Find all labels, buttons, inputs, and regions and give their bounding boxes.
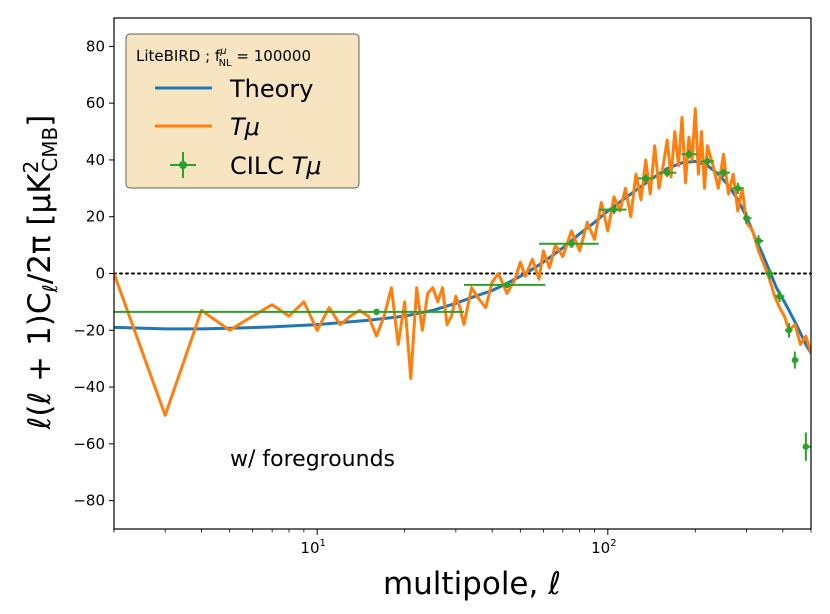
legend-theory-label: Theory bbox=[229, 75, 313, 103]
cilc-point bbox=[765, 267, 775, 280]
cilc-marker bbox=[802, 443, 810, 450]
series-lines bbox=[114, 107, 811, 417]
cilc-marker bbox=[373, 308, 380, 316]
cilc-marker bbox=[642, 175, 649, 182]
y-tick-label: −80 bbox=[73, 492, 105, 510]
cilc-points bbox=[114, 150, 811, 461]
cilc-marker bbox=[704, 158, 711, 165]
x-tick-label: 102 bbox=[591, 538, 616, 557]
legend-title: LiteBIRD ; fμ NL = 100000 bbox=[136, 46, 311, 69]
y-axis-label: ℓ(ℓ + 1)Cℓ/2π [μK2CMB] bbox=[19, 115, 62, 431]
cilc-point bbox=[114, 308, 464, 316]
cilc-point bbox=[743, 212, 752, 224]
cilc-marker bbox=[685, 151, 693, 158]
cilc-point bbox=[802, 432, 811, 461]
cilc-point bbox=[791, 351, 799, 369]
cilc-point bbox=[716, 168, 730, 177]
y-tick-label: 20 bbox=[86, 208, 105, 226]
axes: −80 −60 −40 −20 0 20 40 60 80 101 102 bbox=[73, 17, 812, 557]
x-axis-label: multipole, ℓ bbox=[383, 566, 561, 602]
legend-tmu-label: Tμ bbox=[230, 113, 260, 141]
y-tick-label: 80 bbox=[86, 37, 105, 55]
y-tick-label: 60 bbox=[86, 94, 105, 112]
legend-cilc-swatch bbox=[170, 152, 196, 178]
y-tick-label: 0 bbox=[95, 265, 105, 283]
cilc-marker bbox=[503, 281, 511, 289]
y-tick-label: −60 bbox=[73, 435, 105, 453]
theory-line bbox=[114, 159, 811, 355]
legend: LiteBIRD ; fμ NL = 100000 Theory Tμ CILC … bbox=[125, 33, 360, 189]
cilc-marker bbox=[791, 356, 799, 364]
cilc-point bbox=[731, 182, 744, 195]
foregrounds-annotation: w/ foregrounds bbox=[230, 447, 395, 472]
cilc-point bbox=[659, 168, 677, 177]
cilc-point bbox=[638, 174, 655, 183]
cilc-marker bbox=[610, 206, 618, 213]
cilc-point bbox=[785, 323, 793, 338]
cilc-marker bbox=[755, 237, 762, 245]
cilc-marker bbox=[785, 327, 793, 334]
y-tick-label: −40 bbox=[73, 378, 105, 396]
cilc-marker bbox=[568, 240, 575, 247]
x-tick-label: 101 bbox=[300, 538, 325, 557]
cilc-point bbox=[775, 290, 785, 302]
plot-series bbox=[113, 107, 812, 461]
legend-box bbox=[125, 33, 360, 189]
tmu-line bbox=[114, 107, 811, 417]
cilc-point bbox=[681, 150, 697, 159]
cilc-point bbox=[700, 157, 715, 166]
y-tick-label: −20 bbox=[73, 321, 105, 339]
cilc-marker bbox=[766, 270, 773, 277]
legend-cilc-label: CILC Tμ bbox=[230, 152, 322, 180]
cilc-marker bbox=[734, 185, 742, 192]
cilc-marker bbox=[776, 293, 783, 300]
cilc-point bbox=[598, 205, 627, 214]
y-tick-label: 40 bbox=[86, 151, 105, 169]
cilc-point bbox=[754, 235, 764, 247]
cilc-marker bbox=[743, 214, 750, 222]
cilc-marker bbox=[720, 169, 727, 176]
cilc-point bbox=[539, 239, 599, 248]
cilc-marker bbox=[663, 169, 671, 176]
cilc-point bbox=[463, 281, 546, 289]
